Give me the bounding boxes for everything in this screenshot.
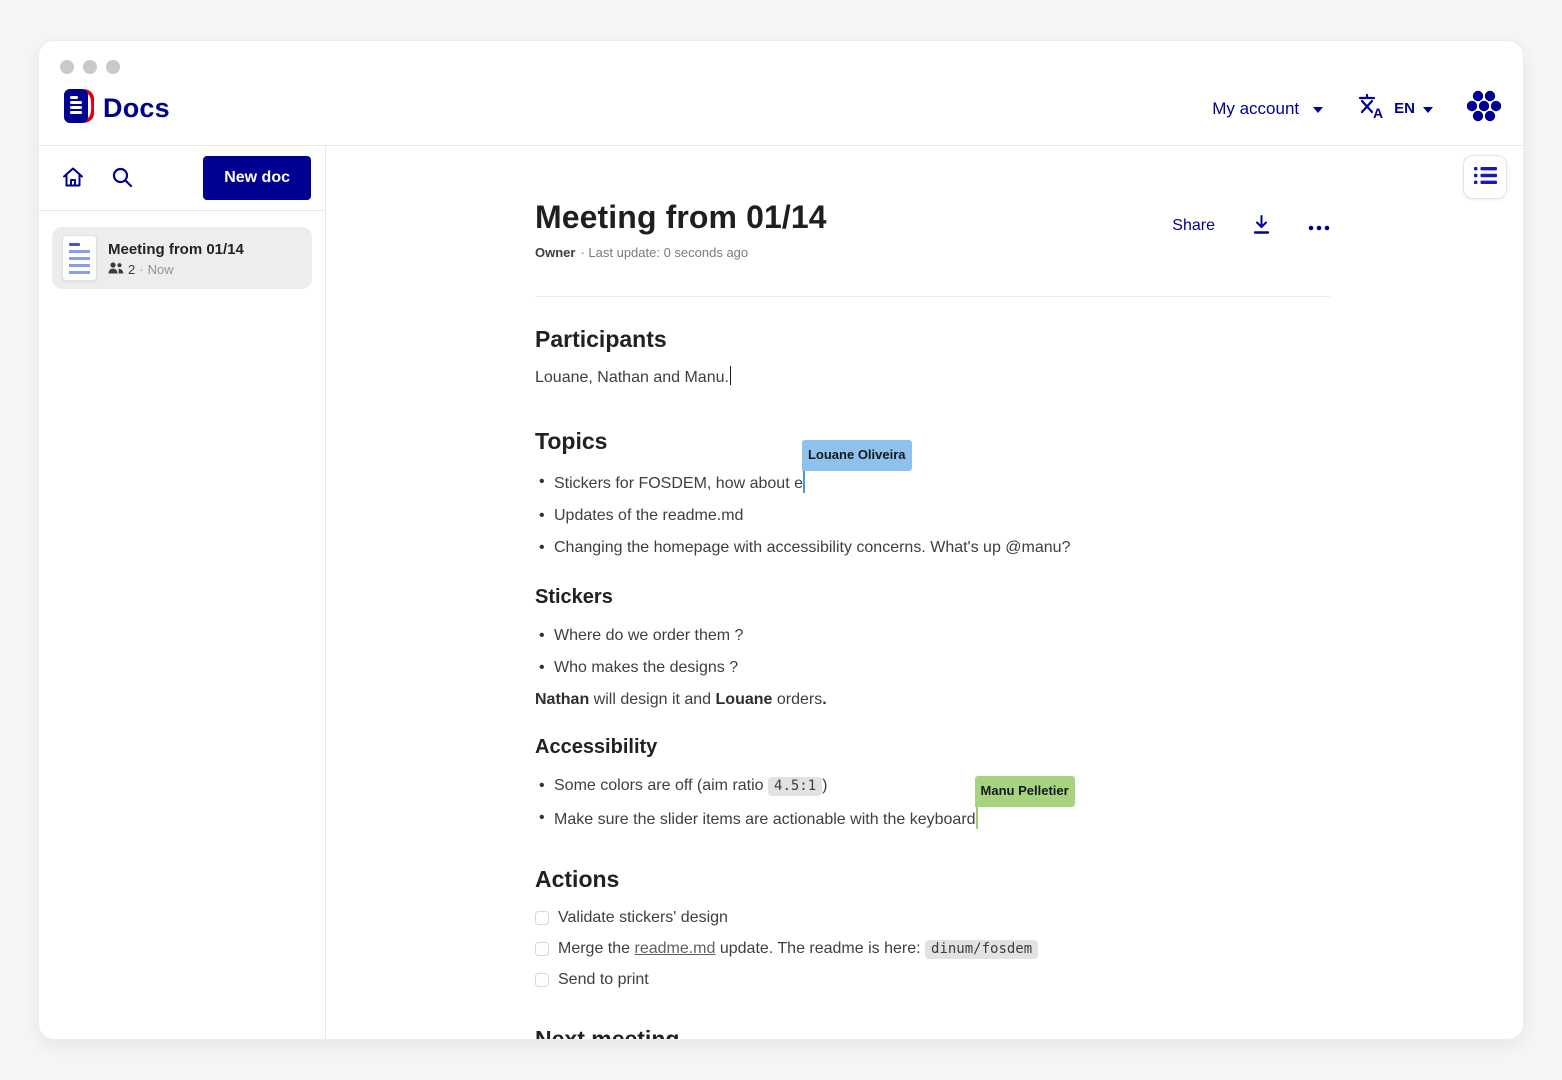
readme-link[interactable]: readme.md [634,940,716,957]
heading-accessibility: Accessibility [535,736,658,758]
download-icon [1252,214,1271,238]
new-doc-button[interactable]: New doc [203,156,311,200]
header-divider [535,296,1330,297]
svg-text:A: A [1373,105,1383,120]
search-button[interactable] [111,166,133,191]
window-dot[interactable] [60,60,74,74]
download-button[interactable] [1252,214,1271,238]
last-update-text: · Last update: 0 seconds ago [580,245,749,260]
list-item: Who makes the designs ? [535,656,1330,680]
todo-list: Validate stickers' design Merge the read… [535,906,1330,992]
stickers-list: Where do we order them ? Who makes the d… [535,624,1330,680]
app-title: Docs [103,93,170,123]
chevron-down-icon [1423,106,1433,113]
accessibility-list: Some colors are off (aim ratio 4.5:1) Ma… [535,774,1330,832]
doc-item-meta: 2 · Now [108,262,244,277]
document-content[interactable]: Participants Louane, Nathan and Manu. To… [535,324,1330,1039]
my-account-label: My account [1212,98,1300,118]
todo-item: Validate stickers' design [535,906,1330,930]
table-of-contents-button[interactable] [1463,155,1507,199]
list-item: Changing the homepage with accessibility… [535,536,1330,560]
docs-book-icon [63,88,95,129]
brand[interactable]: Docs [63,88,170,129]
inline-code: 4.5:1 [768,777,823,796]
translate-icon: A [1357,93,1386,124]
chevron-down-icon [1313,106,1324,113]
participants-text: Louane, Nathan and Manu. [535,366,1330,390]
doc-updated: Now [147,261,174,277]
heading-participants: Participants [535,326,667,352]
list-item: Updates of the readme.md [535,504,1330,528]
stickers-note: Nathan will design it and Louane orders. [535,691,827,708]
ellipsis-icon [1308,219,1330,234]
todo-text: Merge the readme.md update. The readme i… [558,937,1039,961]
people-icon [108,261,124,277]
window-dot[interactable] [106,60,120,74]
editor-main: Meeting from 01/14 Owner · Last update: … [326,146,1523,1039]
meta-separator: · [139,261,144,277]
language-selector[interactable]: A EN [1357,93,1433,124]
todo-checkbox[interactable] [535,973,549,987]
heading-next-meeting: Next meeting [535,1026,680,1039]
document-actions: Share [1172,214,1330,238]
share-button[interactable]: Share [1172,217,1215,234]
todo-item: Send to print [535,968,1330,992]
inline-code: dinum/fosdem [925,940,1039,959]
doc-item-title: Meeting from 01/14 [108,240,244,258]
document-title[interactable]: Meeting from 01/14 [535,199,827,235]
document-column: Meeting from 01/14 Owner · Last update: … [535,146,1330,1039]
list-icon [1473,166,1497,188]
remote-cursor-louane: Louane Oliveira [801,440,912,493]
todo-checkbox[interactable] [535,911,549,925]
la-suite-apps-button[interactable] [1466,90,1502,127]
list-item: Some colors are off (aim ratio 4.5:1) [535,774,1330,798]
document-meta: Owner · Last update: 0 seconds ago [535,245,827,260]
remote-cursor-manu: Manu Pelletier [974,776,1075,829]
todo-checkbox[interactable] [535,942,549,956]
list-item: Where do we order them ? [535,624,1330,648]
document-header: Meeting from 01/14 Owner · Last update: … [535,146,1330,260]
app-window: Docs My account A EN [38,40,1524,1040]
sidebar-toolbar: New doc [39,146,325,211]
waffle-grid-icon [1466,90,1502,127]
doc-item-info: Meeting from 01/14 2 [108,240,244,277]
header-actions: My account A EN [1212,90,1502,129]
remote-cursor-label: Louane Oliveira [801,440,912,471]
home-icon [61,165,85,192]
doc-list-item[interactable]: Meeting from 01/14 2 [52,227,312,289]
doc-members-count: 2 [128,261,136,277]
doc-list: Meeting from 01/14 2 [39,211,325,305]
document-title-block: Meeting from 01/14 Owner · Last update: … [535,198,827,260]
language-code: EN [1394,100,1415,117]
search-icon [111,166,133,191]
list-item: Make sure the slider items are actionabl… [535,776,1330,832]
heading-topics: Topics [535,428,608,454]
home-button[interactable] [61,165,85,192]
my-account-menu[interactable]: My account [1212,98,1324,119]
sidebar: New doc Meeting from 01/14 [39,146,326,1039]
window-controls [60,60,120,74]
todo-item: Merge the readme.md update. The readme i… [535,937,1330,961]
heading-stickers: Stickers [535,586,613,608]
app-body: New doc Meeting from 01/14 [39,146,1523,1039]
heading-actions: Actions [535,866,620,892]
window-dot[interactable] [83,60,97,74]
app-header: Docs My account A EN [39,41,1523,146]
text-caret [729,366,732,385]
remote-cursor-label: Manu Pelletier [974,776,1075,807]
more-options-button[interactable] [1308,219,1330,234]
owner-badge: Owner [535,245,576,260]
document-icon [62,235,97,281]
